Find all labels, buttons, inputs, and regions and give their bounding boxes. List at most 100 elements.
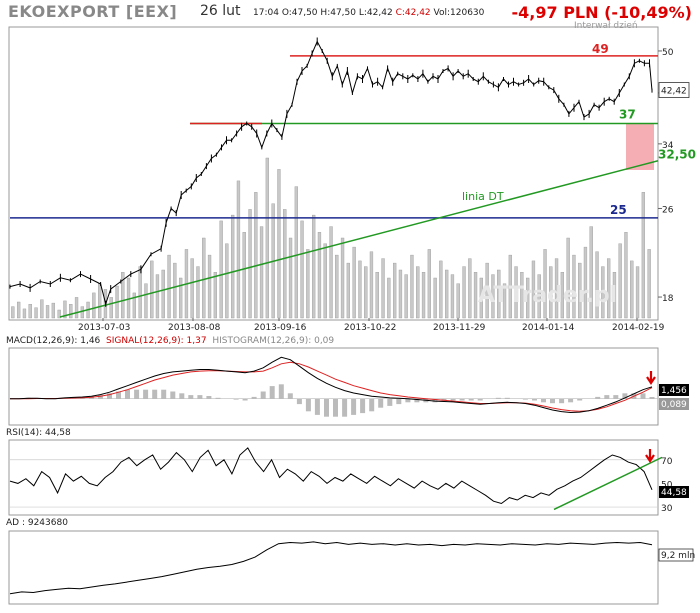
axes: 504234261842,422013-07-032013-08-082013-… [78,48,690,333]
macd-histogram-bar [604,395,610,399]
volume-bar [92,292,96,319]
quote-low: L:42,42 [358,8,393,18]
ticker-title: EKOEXPORT [EEX] [8,2,178,21]
trend-line-label: linia DT [462,190,504,203]
volume-bar [531,260,536,319]
price-axis-label: 18 [662,294,674,304]
macd-histogram-bar [387,398,393,406]
macd-histogram-bar [242,398,248,401]
volume-bar [126,277,131,319]
volume-bar [236,180,241,319]
volume-bar [641,192,646,319]
macd-series: 1,456 0,089 [9,356,689,417]
volume-bar [207,254,212,319]
rsi-axis-label: 50 [661,480,673,490]
macd-histogram-label: HISTOGRAM(12,26,9): 0,09 [212,336,335,346]
macd-histogram-bar [278,384,284,399]
macd-histogram-bar [351,398,357,415]
macd-histogram-bar [305,398,311,412]
volume-bar [45,305,50,319]
volume-bar [595,251,599,319]
volume-bar [364,266,368,319]
macd-histogram-bar [206,396,212,399]
volume-bar [178,277,183,319]
date-axis-label: 2013-11-29 [433,323,486,333]
macd-down-arrow-icon [646,371,656,385]
volume-bar [109,297,113,319]
macd-signal-line [10,361,653,412]
volume-bar [74,297,79,319]
macd-histogram-bar [495,397,501,399]
volume-bar [161,269,165,319]
rsi-axis-label: 30 [661,504,673,514]
volume-bars [11,157,651,319]
volume-bar [554,258,559,319]
volume-bar [456,283,460,319]
volume-bar [468,258,472,319]
macd-histogram-bar [360,398,366,414]
ad-series: 9,2 mln [9,541,695,595]
volume-bar [283,209,287,319]
rsi-axis-label: 70 [661,457,673,467]
price-axis-label: 50 [662,48,674,58]
histogram-value-box [659,398,689,410]
volume-bar [190,258,194,319]
volume-bar [63,300,67,319]
quote-volume: Vol:120630 [433,8,485,18]
volume-bar [439,260,443,319]
volume-bar [520,272,524,319]
date-axis-label: 2014-02-19 [612,323,665,333]
volume-bar [497,269,501,319]
volume-bar [445,269,449,319]
macd-histogram-bar [143,389,149,399]
volume-bar [346,262,350,319]
volume-bar [491,274,495,319]
volume-bar [572,254,576,319]
volume-bar [312,214,316,319]
date-axis-label: 2013-08-08 [168,323,221,333]
volume-bar [288,237,293,319]
volume-bar [358,260,362,319]
volume-bar [242,232,246,319]
volume-bar [450,274,455,319]
date-axis-label: 2013-07-03 [78,323,130,333]
date-axis-label: 2013-09-16 [254,323,307,333]
macd-histogram-bar [532,398,537,401]
volume-bar [549,266,553,319]
trend-line [59,159,659,318]
macd-histogram-bar [233,398,239,400]
volume-bar [583,246,588,319]
rsi-value-label: 44,58 [661,488,687,498]
volume-bar [393,262,397,319]
volume-bar [306,249,310,319]
volume-bar [647,249,651,319]
macd-histogram-bar [342,398,348,417]
rsi-line [9,447,653,505]
rsi-panel-frame [8,439,659,516]
quote-time: 17:04 [253,8,279,18]
volume-bar [387,277,391,319]
volume-bar [578,262,582,319]
level-lines: 49 37 25 linia DT 32,50 [10,42,696,318]
volume-bar [300,220,304,319]
volume-bar [138,266,142,319]
macd-histogram-bar [504,397,510,399]
volume-bar [213,272,217,319]
volume-bar [196,266,200,319]
macd-histogram-bar [314,398,320,415]
macd-histogram-bar [378,398,384,408]
macd-histogram-bar [296,398,302,405]
volume-bar [97,283,102,319]
volume-bar [340,237,345,319]
macd-histogram-bar [215,397,221,399]
volume-bar [601,266,605,319]
date-axis-label: 2014-01-14 [522,323,575,333]
volume-bar [230,214,235,319]
ad-title: AD : 9243680 [6,518,68,528]
macd-histogram-bar [369,398,375,412]
macd-histogram-bar [179,393,185,399]
ad-line [9,541,653,595]
macd-histogram-bar [333,398,338,417]
resistance-label: 49 [592,42,609,56]
macd-histogram-bar [477,398,483,401]
